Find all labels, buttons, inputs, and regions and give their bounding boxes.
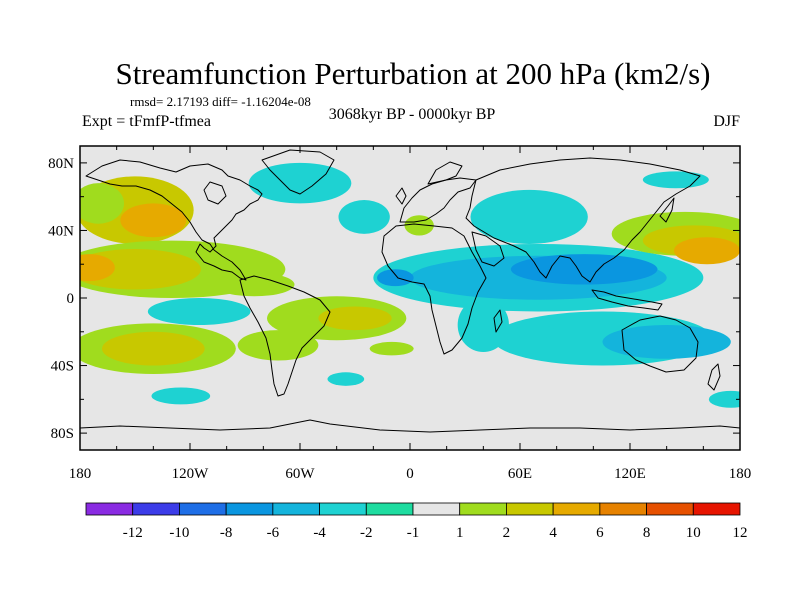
anomaly-region-pos-2-18 (404, 215, 434, 236)
anomaly-region-pos-2-15 (369, 341, 414, 356)
coastline-south-america (239, 275, 331, 397)
colorbar-swatch (179, 502, 227, 516)
colorbar-swatch (599, 502, 647, 516)
colorbar-swatch (225, 502, 274, 516)
coastline-uk (395, 187, 407, 205)
coastline-asia (465, 157, 701, 283)
season-label: DJF (713, 113, 740, 130)
experiment-label: Expt = tFmfP-tfmea (82, 113, 211, 130)
colorbar-label: -10 (169, 525, 189, 541)
colorbar-label: 6 (596, 525, 604, 541)
y-axis: 80N 40N 0 40S 80S (48, 156, 740, 442)
x-tick-label: 180 (729, 466, 752, 482)
stats-label: rmsd= 2.17193 diff= -1.16204e-08 (130, 94, 311, 109)
colorbar-label: 10 (686, 525, 701, 541)
colorbar-label: -8 (220, 525, 233, 541)
coastline-africa (381, 223, 487, 355)
anomaly-region-pos-4-10 (318, 306, 392, 331)
colorbar-label: 4 (549, 525, 557, 541)
colorbar-swatch (459, 502, 507, 516)
anomaly-region-pos-2-8 (213, 272, 295, 297)
chart-title: Streamfunction Perturbation at 200 hPa (… (116, 56, 711, 91)
x-tick-label: 60W (285, 466, 315, 482)
colorbar-swatch (272, 502, 320, 516)
y-tick-label: 80S (51, 426, 74, 442)
colorbar-swatch (692, 502, 741, 516)
coastline-madagascar (493, 309, 503, 333)
anomaly-region-pos-6-29 (674, 237, 740, 265)
coastline-greenland (261, 149, 335, 195)
colorbar-label: -12 (123, 525, 143, 541)
anomaly-region-neg-6-23 (377, 269, 414, 287)
colorbar-swatch (552, 502, 601, 516)
period-label: 3068kyr BP - 0000kyr BP (329, 106, 496, 123)
anomaly-region-neg-2-30 (642, 171, 709, 189)
colorbar-swatch (85, 502, 134, 516)
colorbar-swatch (365, 502, 414, 516)
anomaly-region-neg-4-26 (602, 325, 731, 359)
anomaly-region-neg-2-3 (248, 162, 352, 204)
colorbar-label: -4 (313, 525, 326, 541)
anomaly-region-neg-2-17 (327, 372, 365, 386)
colorbar-label: -2 (360, 525, 373, 541)
x-tick-label: 120E (614, 466, 646, 482)
colorbar-swatch (506, 502, 554, 516)
y-tick-label: 40N (48, 223, 74, 239)
colorbar-swatch (319, 502, 367, 516)
colorbar-label: 8 (643, 525, 651, 541)
anomaly-region-neg-2-11 (147, 298, 251, 326)
coastline-antarctica (80, 419, 740, 433)
colorbar-swatch (646, 502, 694, 516)
colorbar-label: 1 (456, 525, 464, 541)
coastline-europe (399, 177, 477, 223)
x-tick-label: 0 (406, 466, 414, 482)
coastline-scandinavia (427, 161, 463, 185)
x-tick-label: 120W (172, 466, 210, 482)
map-panel (80, 146, 740, 450)
anomaly-shading (80, 162, 740, 408)
colorbar-label: 12 (733, 525, 748, 541)
y-tick-label: 0 (67, 291, 75, 307)
anomaly-region-neg-2-4 (338, 200, 390, 234)
y-tick-label: 80N (48, 156, 74, 172)
coastline-arabia (471, 231, 505, 267)
anomaly-region-neg-2-16 (151, 387, 211, 405)
anomaly-region-pos-6-1 (120, 203, 187, 238)
colorbar-swatch (412, 502, 461, 516)
x-tick-label: 180 (69, 466, 92, 482)
anomaly-region-pos-4-6 (80, 249, 201, 290)
anomaly-region-neg-2-19 (470, 189, 588, 244)
anomaly-region-pos-6-7 (80, 254, 115, 282)
anomaly-region-neg-2-31 (512, 325, 557, 339)
y-tick-label: 40S (51, 359, 74, 375)
colorbar: -12 -10 -8 -6 -4 -2 -1 1 2 4 6 8 10 12 (85, 502, 748, 541)
coastline-north-america (85, 159, 263, 281)
colorbar-label: -1 (407, 525, 420, 541)
colorbar-label: 2 (503, 525, 511, 541)
anomaly-region-pos-4-13 (102, 331, 205, 366)
anomaly-region-pos-2-14 (237, 330, 319, 361)
coastline-australia (621, 315, 699, 373)
coastline-japan (659, 197, 675, 223)
anomaly-region-neg-2-32 (708, 390, 740, 408)
x-axis: 180 120W 60W 0 60E 120E 180 (69, 146, 752, 482)
coastlines (80, 149, 740, 433)
colorbar-label: -6 (267, 525, 280, 541)
anomaly-region-neg-6-22 (510, 254, 658, 285)
coastline-hudson-bay (203, 181, 227, 205)
coastline-new-zealand (707, 363, 721, 391)
x-tick-label: 60E (508, 466, 532, 482)
coastline-indonesia (591, 289, 663, 311)
anomaly-region-pos-2-2 (80, 183, 124, 224)
colorbar-swatch (132, 502, 180, 516)
